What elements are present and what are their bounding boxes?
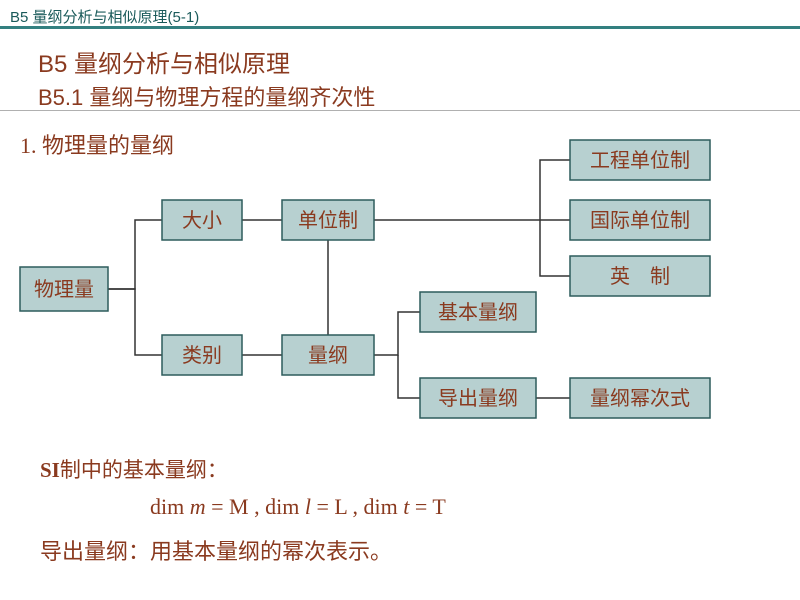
header-bar-text: B5 量纲分析与相似原理(5-1) xyxy=(10,6,199,27)
si-prefix: SI xyxy=(40,458,60,482)
node-label-deriv: 导出量纲 xyxy=(438,387,518,410)
dim-equations: dim m = M , dim l = L , dim t = T xyxy=(150,494,446,520)
node-label-unit: 单位制 xyxy=(298,209,358,232)
node-label-dim: 量纲 xyxy=(308,344,348,367)
node-label-eng: 工程单位制 xyxy=(590,149,690,172)
header-rule xyxy=(0,26,800,29)
si-rest: 制中的基本量纲： xyxy=(60,458,228,482)
connector xyxy=(374,312,420,355)
title-b5-1: B5.1 量纲与物理方程的量纲齐次性 xyxy=(38,80,375,112)
connector xyxy=(374,160,570,220)
connector xyxy=(398,355,420,398)
diagram-canvas: 物理量 大小类别 单位制量纲 工程单位制国际单位制英 制基本量纲导出量纲 量纲幂次式 xyxy=(0,122,800,442)
node-label-si: 国际单位制 xyxy=(590,209,690,232)
connector xyxy=(108,289,162,355)
node-label-imp: 英 制 xyxy=(610,265,670,288)
title-b5: B5 量纲分析与相似原理 xyxy=(38,44,290,79)
si-heading: SI制中的基本量纲： xyxy=(40,454,228,484)
connector xyxy=(108,220,162,289)
node-label-phys: 物理量 xyxy=(34,278,94,301)
separator-line xyxy=(0,110,800,111)
node-label-power: 量纲幂次式 xyxy=(590,387,690,410)
derived-dim-text: 导出量纲：用基本量纲的幂次表示。 xyxy=(40,534,392,566)
connector xyxy=(540,220,570,276)
node-label-size: 大小 xyxy=(182,209,222,232)
node-label-base: 基本量纲 xyxy=(438,301,518,324)
node-label-cat: 类别 xyxy=(182,344,222,367)
